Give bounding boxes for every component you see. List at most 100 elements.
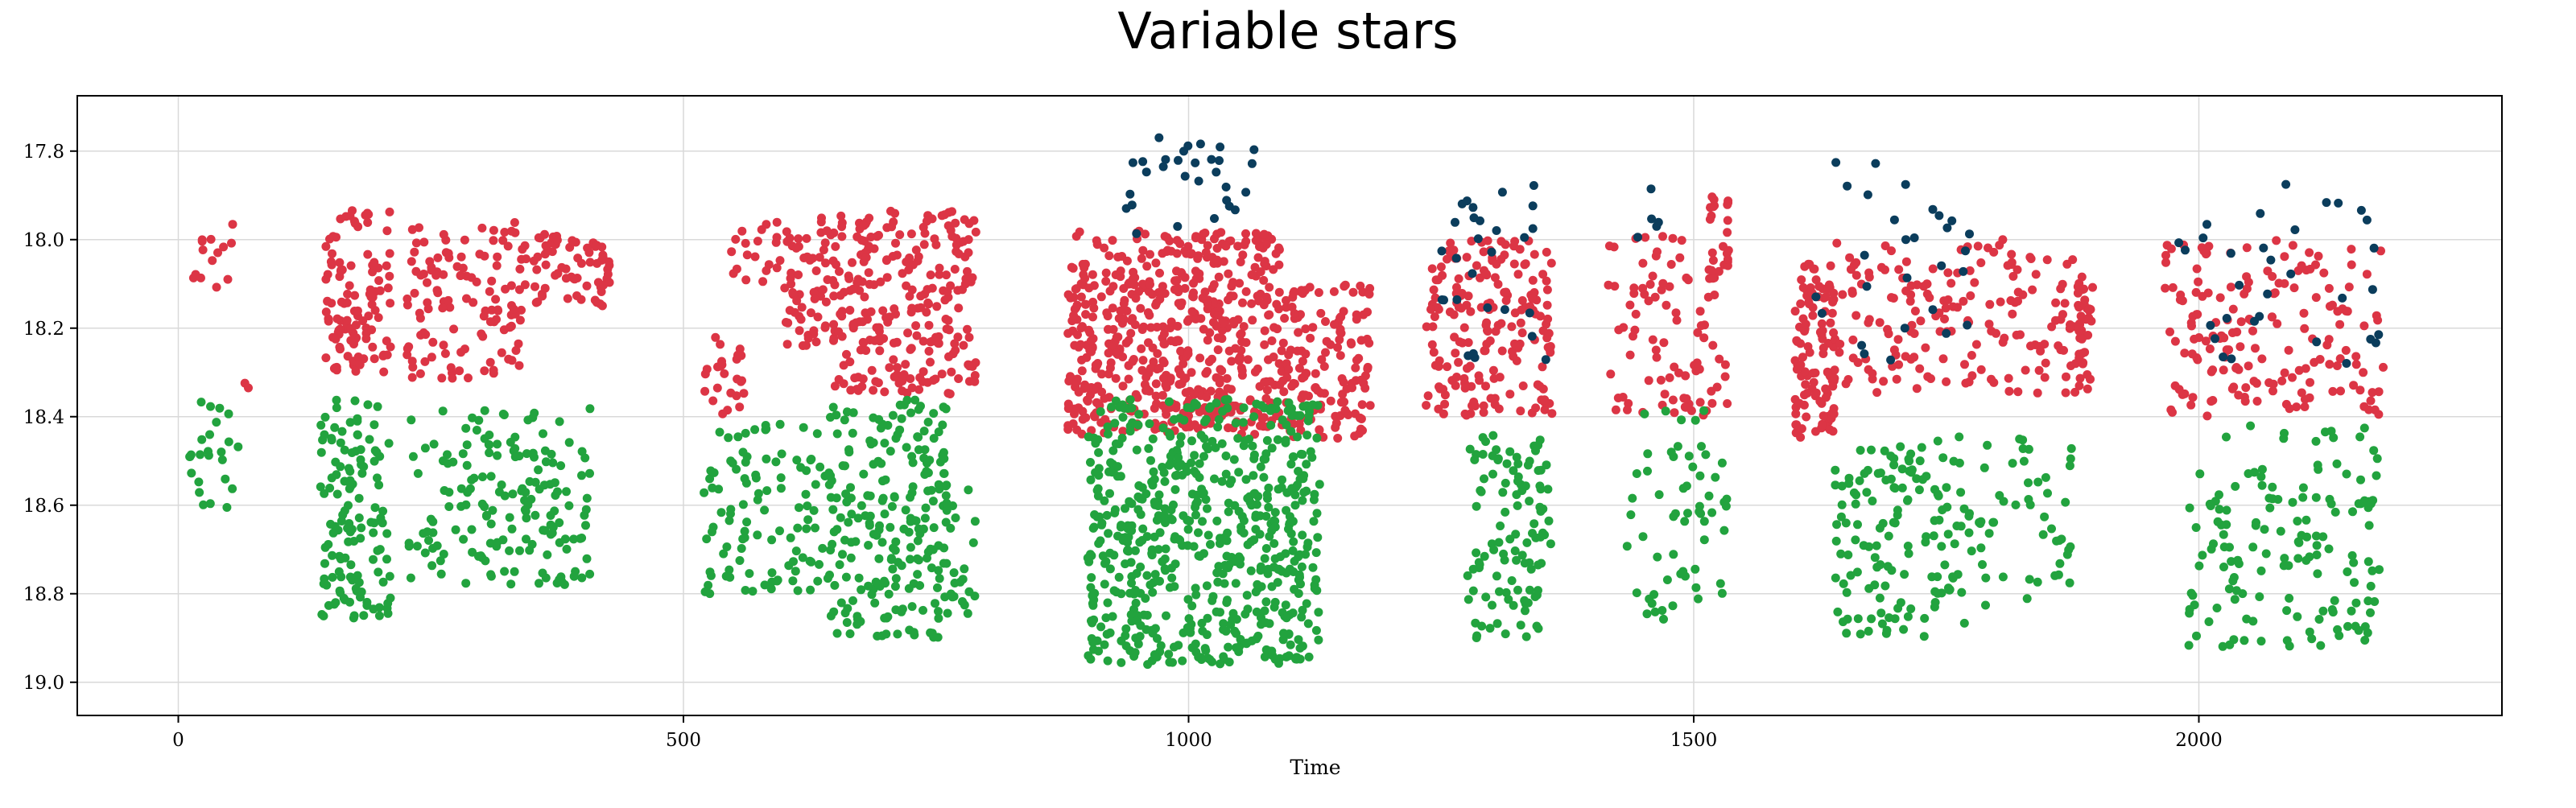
data-point xyxy=(1150,532,1159,542)
data-point xyxy=(919,605,927,615)
data-point xyxy=(1113,462,1122,472)
data-point xyxy=(2187,349,2197,359)
data-point xyxy=(1236,554,1245,563)
data-point xyxy=(1971,340,1981,349)
data-point xyxy=(795,326,804,336)
data-point xyxy=(480,366,489,376)
data-point xyxy=(402,344,412,353)
data-point xyxy=(811,266,821,275)
data-point xyxy=(1136,509,1146,519)
data-point xyxy=(884,589,894,599)
data-point xyxy=(2235,342,2245,352)
data-point xyxy=(1084,383,1093,393)
data-point xyxy=(1942,223,1952,233)
data-point xyxy=(555,538,564,547)
data-point xyxy=(332,489,342,499)
data-point xyxy=(1903,496,1912,505)
data-point xyxy=(1302,599,1311,608)
data-point xyxy=(2193,355,2202,365)
data-point xyxy=(382,261,391,270)
data-point xyxy=(1166,431,1175,441)
data-point xyxy=(847,509,857,519)
data-point xyxy=(2070,387,2080,397)
data-point xyxy=(1358,426,1367,435)
data-point xyxy=(2015,435,2025,443)
data-point xyxy=(2246,421,2256,431)
data-point xyxy=(1642,609,1652,619)
data-point xyxy=(1326,340,1335,349)
data-point xyxy=(2244,278,2253,287)
data-point xyxy=(853,513,863,523)
data-point xyxy=(1651,345,1661,355)
data-point xyxy=(753,489,763,498)
data-point xyxy=(1708,256,1718,265)
data-point xyxy=(1321,348,1330,357)
data-point xyxy=(829,228,839,237)
data-point xyxy=(1236,526,1246,535)
data-point xyxy=(775,526,784,536)
data-point xyxy=(1159,339,1169,348)
data-point xyxy=(1180,273,1190,282)
data-point xyxy=(480,406,489,415)
data-point xyxy=(1509,600,1518,610)
data-point xyxy=(840,535,849,545)
data-point xyxy=(1148,434,1158,443)
data-point xyxy=(1298,496,1307,505)
data-point xyxy=(2242,614,2252,624)
data-point xyxy=(351,366,361,376)
data-point xyxy=(2327,605,2337,614)
data-point xyxy=(820,321,830,331)
data-point xyxy=(1356,336,1366,345)
data-point xyxy=(1289,452,1298,462)
data-point xyxy=(1965,229,1974,239)
data-point xyxy=(1312,509,1322,518)
data-point xyxy=(1791,420,1801,430)
data-point xyxy=(1546,539,1555,549)
data-point xyxy=(1191,400,1201,410)
data-point xyxy=(1860,349,1869,359)
data-point xyxy=(928,497,938,506)
data-point xyxy=(1454,274,1463,283)
data-point xyxy=(1137,325,1147,334)
data-point xyxy=(852,620,862,629)
data-point xyxy=(1170,559,1180,569)
data-point xyxy=(1130,320,1140,329)
data-point xyxy=(1347,340,1356,348)
data-point xyxy=(2065,578,2074,587)
data-point xyxy=(1525,585,1534,595)
data-point xyxy=(1976,365,1986,374)
data-point xyxy=(1517,550,1527,560)
data-point xyxy=(809,326,819,336)
data-point xyxy=(864,541,873,550)
data-point xyxy=(320,430,329,439)
data-point xyxy=(1701,450,1711,460)
data-point xyxy=(2328,386,2338,396)
data-point xyxy=(1226,620,1236,629)
data-point xyxy=(1239,322,1249,332)
data-point xyxy=(2341,345,2351,355)
data-point xyxy=(1296,426,1306,435)
data-point xyxy=(1658,278,1668,288)
data-point xyxy=(2231,481,2240,491)
data-point xyxy=(1695,501,1704,511)
data-point xyxy=(1643,449,1653,459)
data-point xyxy=(1170,642,1179,652)
data-point xyxy=(1528,201,1538,211)
data-point xyxy=(356,445,365,455)
data-point xyxy=(806,456,815,465)
data-point xyxy=(740,533,749,542)
data-point xyxy=(351,583,361,593)
data-point xyxy=(2324,283,2334,293)
data-point xyxy=(1260,606,1269,616)
data-point xyxy=(1223,394,1232,404)
data-point xyxy=(1688,462,1698,472)
data-point xyxy=(1886,474,1896,484)
data-point xyxy=(1875,593,1885,603)
data-point xyxy=(1920,613,1930,623)
data-point xyxy=(1527,332,1537,341)
data-point xyxy=(1469,213,1479,223)
data-point xyxy=(1151,391,1161,401)
data-point xyxy=(1648,335,1657,344)
data-point xyxy=(716,340,725,349)
data-point xyxy=(893,629,902,639)
